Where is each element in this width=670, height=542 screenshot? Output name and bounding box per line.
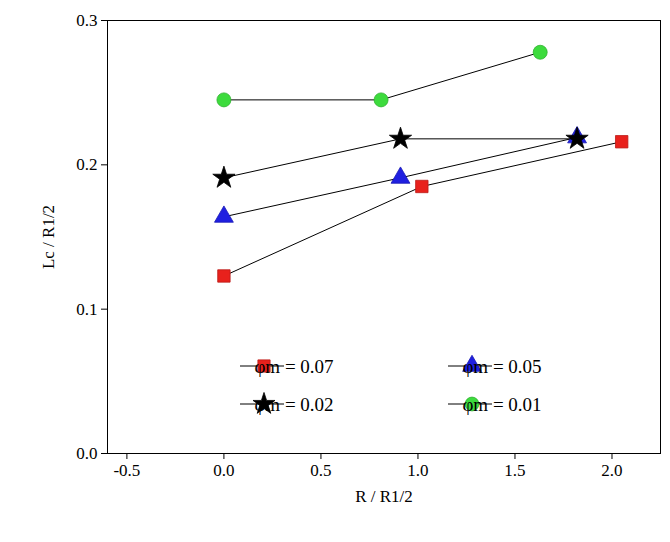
- svg-text:0.2: 0.2: [76, 155, 97, 174]
- svg-text:0.0: 0.0: [76, 444, 97, 463]
- svg-text:0.1: 0.1: [76, 300, 97, 319]
- svg-text:0.5: 0.5: [310, 461, 331, 480]
- svg-text:Lc / R1/2: Lc / R1/2: [39, 205, 58, 269]
- svg-text:R / R1/2: R / R1/2: [355, 487, 413, 506]
- svg-text:2.0: 2.0: [601, 461, 622, 480]
- svg-text:1.0: 1.0: [407, 461, 428, 480]
- svg-text:φm = 0.05: φm = 0.05: [462, 356, 541, 377]
- svg-text:0.3: 0.3: [76, 11, 97, 30]
- svg-text:φm = 0.02: φm = 0.02: [254, 394, 333, 415]
- svg-text:0.0: 0.0: [213, 461, 234, 480]
- svg-text:1.5: 1.5: [504, 461, 525, 480]
- svg-text:φm = 0.07: φm = 0.07: [254, 356, 333, 377]
- svg-text:-0.5: -0.5: [113, 461, 140, 480]
- svg-text:φm = 0.01: φm = 0.01: [462, 394, 541, 415]
